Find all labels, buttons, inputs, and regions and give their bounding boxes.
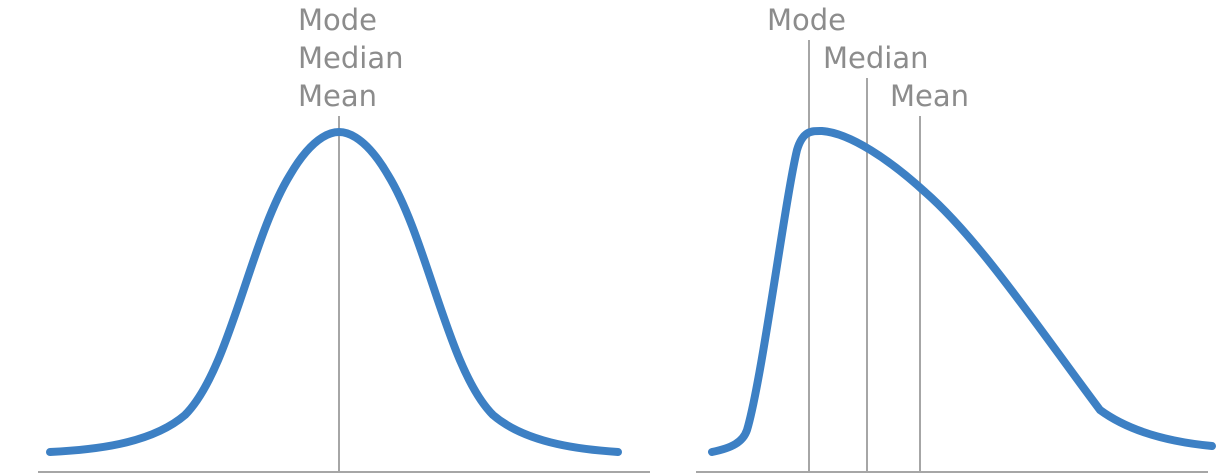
skewed-panel: Mode Median Mean	[696, 3, 1216, 473]
right-mode-label: Mode	[767, 3, 846, 37]
symmetric-curve	[46, 128, 622, 456]
right-median-label: Median	[823, 41, 928, 75]
left-mode-label: Mode	[298, 3, 377, 37]
left-median-label: Median	[298, 41, 403, 75]
left-mean-label: Mean	[298, 79, 377, 113]
right-mean-label: Mean	[890, 79, 969, 113]
symmetric-panel: Mode Median Mean	[38, 3, 650, 473]
skewed-curve	[708, 126, 1216, 456]
